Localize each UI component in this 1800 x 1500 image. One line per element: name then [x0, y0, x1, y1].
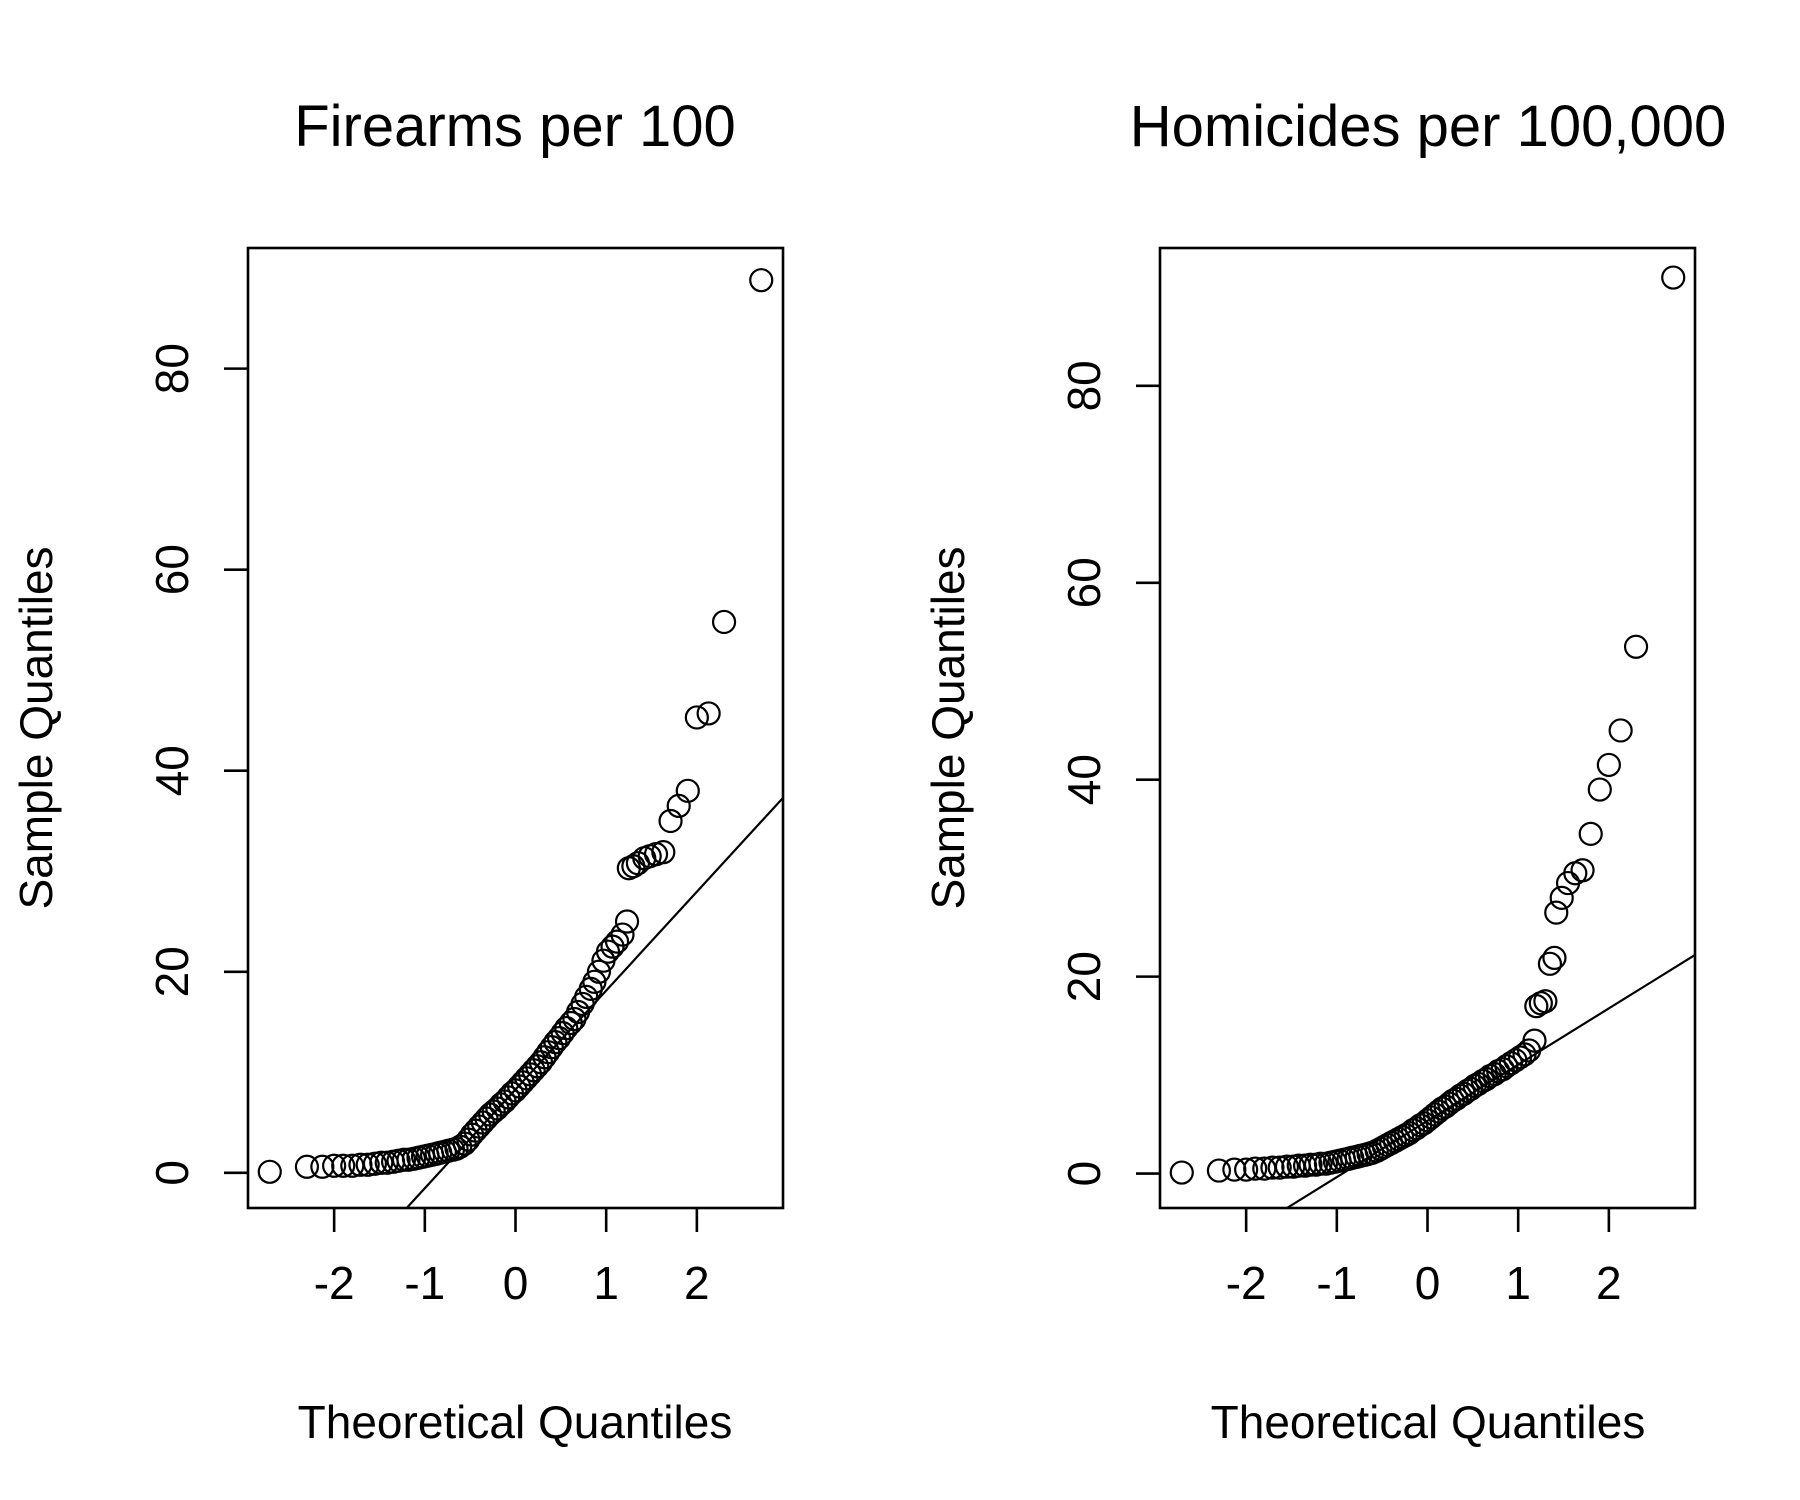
x-axis: -2 -1 0 1 2 — [314, 1208, 710, 1309]
data-point — [1274, 1154, 1300, 1179]
chart-title: Homicides per 100,000 — [1130, 94, 1726, 159]
y-tick-label: 80 — [1058, 360, 1110, 411]
y-tick-label: 0 — [1058, 1161, 1110, 1187]
data-point — [1555, 870, 1581, 896]
y-tick-label: 40 — [1058, 754, 1110, 805]
data-point — [684, 705, 709, 730]
x-tick-label: -1 — [1316, 1257, 1357, 1309]
data-point — [711, 609, 737, 635]
data-point — [675, 778, 700, 803]
data-point — [554, 1015, 579, 1041]
data-point — [1570, 858, 1595, 883]
x-tick-label: 2 — [1596, 1257, 1622, 1309]
data-point — [1542, 945, 1567, 971]
data-point — [1544, 900, 1569, 925]
chart-title: Firearms per 100 — [294, 94, 736, 159]
data-point — [322, 1153, 347, 1178]
y-axis: 0 20 40 60 80 — [146, 343, 248, 1186]
x-tick-label: -1 — [404, 1257, 445, 1309]
data-point — [658, 808, 683, 834]
plot-area — [257, 268, 783, 1208]
data-point — [1608, 718, 1633, 743]
y-tick-label: 20 — [1058, 951, 1110, 1002]
data-point — [1267, 1155, 1292, 1180]
data-point — [331, 1153, 356, 1178]
data-point — [1490, 1057, 1515, 1082]
data-point — [1623, 634, 1649, 659]
data-point — [749, 268, 774, 293]
chart-panel-homicides: Homicides per 100,000 -2 -1 0 1 2 020406080 … — [922, 94, 1726, 1448]
y-tick-label: 40 — [146, 745, 198, 796]
data-point — [1243, 1156, 1268, 1181]
y-tick-label: 20 — [146, 946, 198, 997]
x-axis: -2 -1 0 1 2 — [1226, 1208, 1622, 1309]
data-point — [1260, 1155, 1285, 1180]
y-tick-label: 60 — [146, 544, 198, 595]
data-point — [586, 959, 612, 984]
x-tick-label: 1 — [1505, 1257, 1531, 1309]
data-point — [1578, 821, 1603, 846]
y-tick-label: 60 — [1058, 557, 1110, 608]
y-tick-label: 80 — [146, 343, 198, 394]
x-tick-label: -2 — [1226, 1257, 1267, 1309]
x-tick-label: 1 — [593, 1257, 619, 1309]
x-axis-label: Theoretical Quantiles — [1211, 1396, 1646, 1448]
y-axis-label: Sample Quantiles — [10, 546, 62, 909]
data-point — [1549, 885, 1574, 910]
plot-frame — [1158, 246, 1697, 1210]
data-point — [1537, 951, 1563, 976]
data-point — [1206, 1158, 1232, 1183]
x-axis-label: Theoretical Quantiles — [298, 1396, 733, 1448]
data-point — [1587, 777, 1612, 802]
y-axis: 0 20 40 60 80 — [1058, 360, 1160, 1186]
plot-area — [1169, 265, 1695, 1208]
data-point — [355, 1152, 380, 1177]
data-point — [1222, 1157, 1247, 1182]
x-tick-label: 0 — [503, 1257, 529, 1309]
data-point — [610, 922, 635, 947]
data-point — [294, 1154, 320, 1179]
data-point — [1234, 1157, 1259, 1182]
x-tick-label: -2 — [314, 1257, 355, 1309]
x-tick-label: 0 — [1415, 1257, 1441, 1309]
data-point — [1169, 1160, 1194, 1185]
data-point — [1596, 752, 1621, 778]
data-point — [604, 929, 630, 954]
data-point — [614, 909, 640, 934]
data-point — [651, 840, 676, 865]
data-point — [257, 1159, 282, 1184]
data-point — [1533, 989, 1558, 1014]
y-tick-label: 0 — [146, 1160, 198, 1186]
chart-panel-firearms: Firearms per 100 -2 -1 0 1 2 0 20 40 60 80 Theor… — [10, 94, 785, 1448]
data-point — [1522, 1028, 1547, 1053]
data-point — [1308, 1151, 1333, 1176]
data-point — [696, 701, 721, 726]
x-tick-label: 2 — [684, 1257, 710, 1309]
data-point — [1298, 1152, 1323, 1177]
data-point — [1661, 265, 1686, 290]
y-axis-label: Sample Quantiles — [922, 546, 974, 909]
